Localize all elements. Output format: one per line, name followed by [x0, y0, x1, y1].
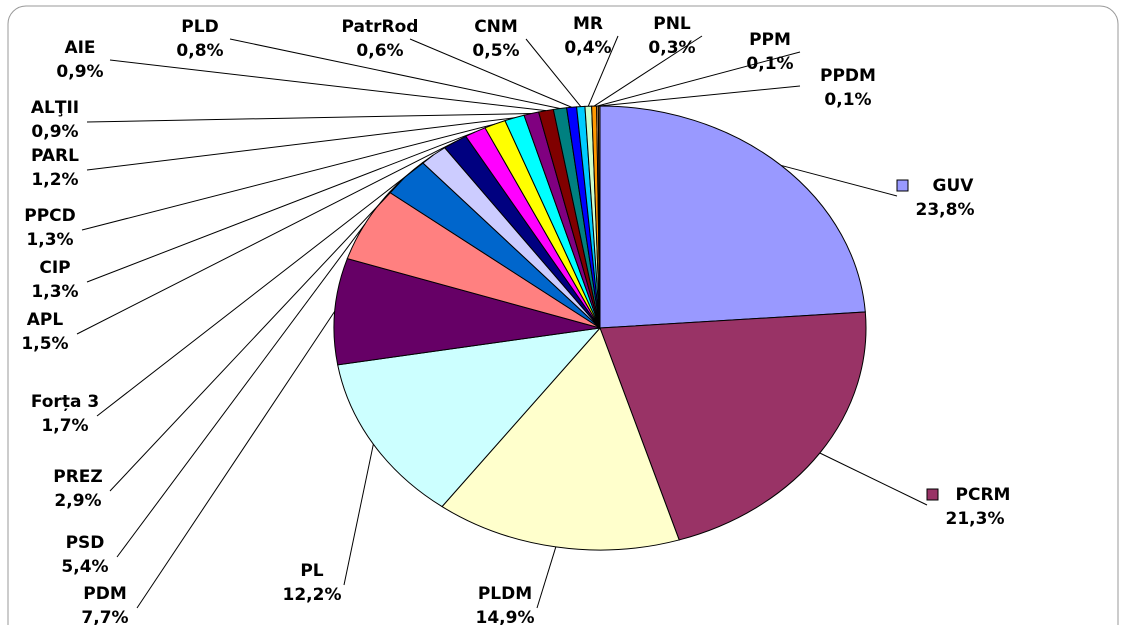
slice-label: CIP [39, 258, 70, 278]
leader-line [81, 123, 496, 231]
leader-line [409, 38, 572, 108]
slice-value-label: 1,2% [31, 170, 78, 190]
slice-value-label: 0,5% [472, 41, 519, 61]
slice-value-label: 1,3% [31, 282, 78, 302]
slice-label: GUV [933, 176, 975, 196]
leader-line [96, 154, 434, 417]
pie-slice [599, 105, 866, 329]
slice-label: PLD [181, 17, 218, 37]
slice-label: ALŢII [31, 98, 79, 118]
slice-label: Forța 3 [31, 392, 99, 412]
leader-line [109, 59, 547, 112]
slice-label: PPM [749, 30, 791, 50]
slice-value-label: 23,8% [916, 200, 975, 220]
leader-line [593, 35, 703, 107]
slice-value-label: 1,3% [26, 230, 73, 250]
slice-label: PCRM [956, 485, 1011, 505]
slice-value-label: 0,1% [746, 54, 793, 74]
leader-line [781, 164, 898, 197]
slice-label: PatrRod [342, 17, 419, 37]
slice-value-label: 7,7% [81, 608, 128, 625]
slice-label: PL [300, 561, 323, 581]
pie-slice [599, 311, 867, 541]
leader-line [599, 85, 801, 107]
leader-line [587, 35, 619, 107]
leader-line [819, 452, 928, 506]
slice-value-label: 1,7% [41, 416, 88, 436]
slice-label: AIE [64, 38, 95, 58]
slice-label: PNL [653, 14, 691, 34]
leader-line [86, 113, 532, 123]
slice-label: PREZ [53, 467, 103, 487]
leader-line [525, 38, 582, 107]
leader-line [86, 131, 476, 283]
slice-label: APL [27, 310, 64, 330]
pie-slice [333, 257, 601, 366]
slice-value-label: 5,4% [61, 557, 108, 577]
leader-line [86, 117, 515, 171]
leader-line [597, 51, 801, 107]
slice-value-label: 0,9% [31, 122, 78, 142]
slice-label: PARL [31, 146, 79, 166]
legend-key [926, 488, 939, 501]
leader-line [116, 223, 366, 558]
slice-label: PPDM [820, 66, 876, 86]
slice-value-label: 12,2% [283, 585, 342, 605]
pie-slice [441, 327, 680, 551]
slice-label: PPCD [24, 206, 76, 226]
slice-value-label: 14,9% [476, 608, 535, 625]
legend-key [896, 179, 909, 192]
leader-line [76, 141, 456, 335]
slice-label: PDM [83, 584, 127, 604]
slice-value-label: 0,1% [824, 90, 871, 110]
slice-label: MR [573, 14, 603, 34]
leader-line [229, 38, 561, 110]
slice-value-label: 0,8% [176, 41, 223, 61]
leader-line [136, 310, 336, 609]
leader-line [536, 546, 557, 609]
slice-value-label: 2,9% [54, 491, 101, 511]
slice-value-label: 0,3% [648, 38, 695, 58]
slice-value-label: 21,3% [946, 509, 1005, 529]
leader-line [343, 444, 374, 586]
slice-label: CNM [474, 17, 518, 37]
slice-label: PLDM [478, 584, 532, 604]
leader-line [109, 176, 406, 492]
slice-label: PSD [66, 533, 105, 553]
slice-value-label: 0,9% [56, 62, 103, 82]
slice-value-label: 0,6% [356, 41, 403, 61]
slice-value-label: 1,5% [21, 334, 68, 354]
slice-value-label: 0,4% [564, 38, 611, 58]
